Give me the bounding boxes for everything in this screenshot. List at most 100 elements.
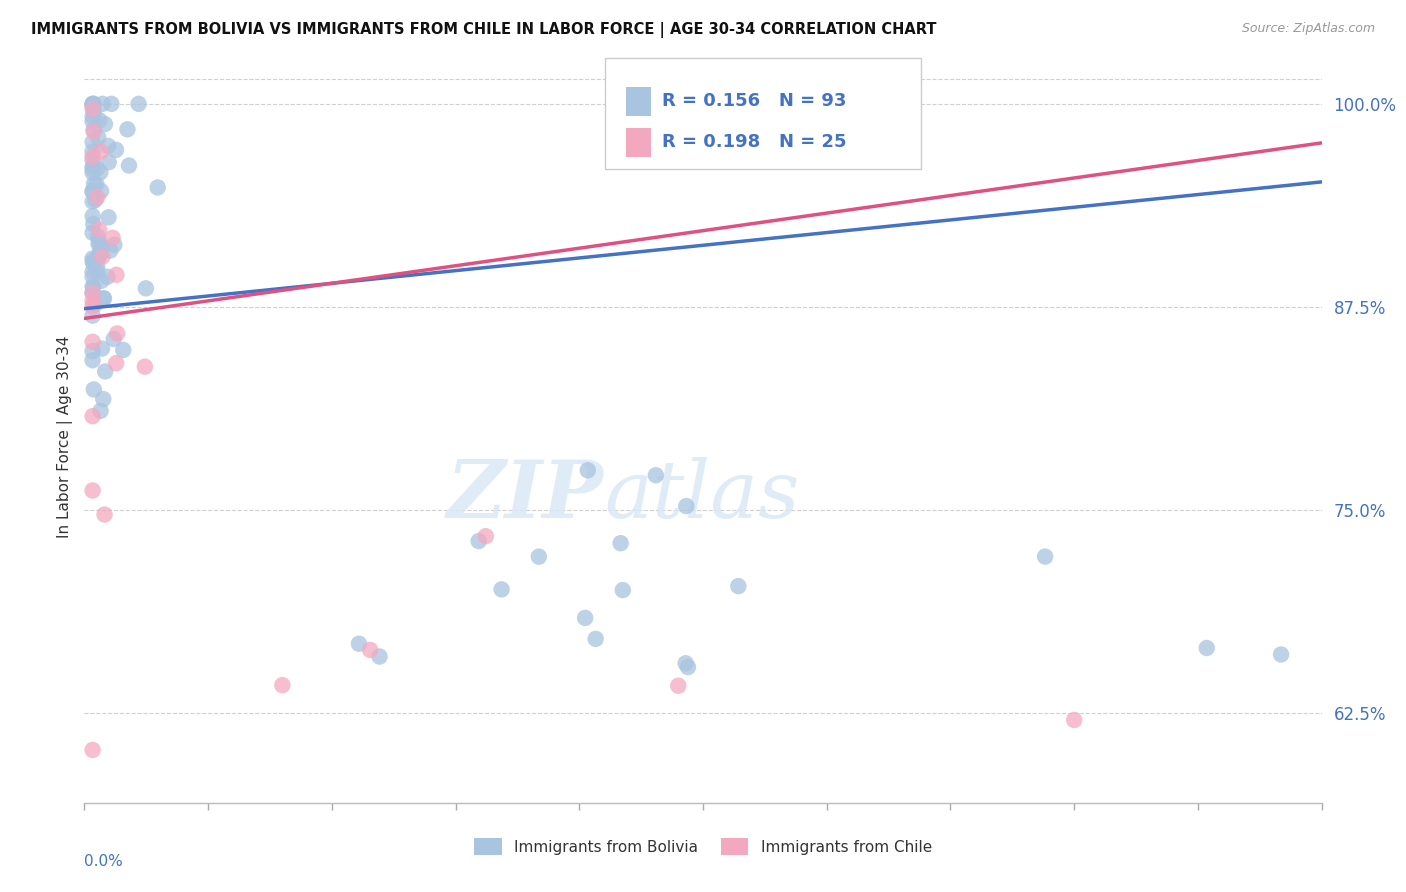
Point [82, 150, 104, 164]
Point [666, 679, 689, 693]
Point [82, 114, 104, 128]
Point [100, 96, 122, 111]
Point [89, 235, 111, 250]
Point [89, 244, 111, 258]
Point [83, 177, 105, 191]
Point [82, 165, 104, 179]
Point [89, 223, 111, 237]
Point [82, 334, 104, 349]
Point [82, 280, 104, 294]
Point [90, 184, 112, 198]
Point [97, 139, 120, 153]
Point [83, 96, 105, 111]
Point [134, 359, 156, 374]
Point [574, 611, 596, 625]
Point [82, 160, 104, 174]
Point [82, 209, 104, 223]
Point [90, 240, 112, 254]
Point [91, 250, 114, 264]
Point [585, 632, 607, 646]
Point [112, 343, 135, 357]
Point [82, 96, 104, 111]
Text: ZIP: ZIP [447, 457, 605, 534]
Point [82, 184, 104, 198]
Point [82, 309, 104, 323]
Point [87, 250, 110, 264]
Text: atlas: atlas [605, 457, 800, 534]
Point [644, 468, 666, 483]
Point [94, 117, 117, 131]
Point [676, 660, 699, 674]
Point [82, 256, 104, 270]
Point [135, 281, 157, 295]
Point [609, 536, 631, 550]
Point [675, 499, 697, 513]
Point [82, 409, 104, 424]
Point [86, 177, 108, 191]
Point [727, 579, 749, 593]
Point [83, 105, 105, 120]
Point [82, 353, 104, 368]
Point [90, 274, 112, 288]
Point [105, 326, 128, 341]
Text: 0.0%: 0.0% [84, 854, 124, 869]
Point [527, 549, 550, 564]
Point [82, 344, 104, 359]
Point [359, 643, 381, 657]
Point [87, 250, 110, 264]
Point [86, 259, 108, 273]
Point [1195, 640, 1218, 655]
Point [467, 534, 489, 549]
Point [82, 269, 104, 284]
Point [82, 279, 104, 293]
Point [87, 237, 110, 252]
Text: IMMIGRANTS FROM BOLIVIA VS IMMIGRANTS FROM CHILE IN LABOR FORCE | AGE 30-34 CORR: IMMIGRANTS FROM BOLIVIA VS IMMIGRANTS FR… [31, 22, 936, 38]
Point [83, 297, 105, 311]
Point [83, 383, 105, 397]
Point [86, 161, 108, 176]
Point [82, 294, 104, 309]
Point [82, 194, 104, 209]
Point [89, 165, 111, 179]
Point [94, 364, 117, 378]
Point [93, 508, 115, 522]
Point [82, 286, 104, 301]
Point [97, 155, 120, 169]
Point [1033, 549, 1056, 564]
Point [93, 291, 115, 305]
Point [82, 226, 104, 240]
Point [82, 98, 104, 112]
Point [82, 135, 104, 149]
Point [97, 211, 120, 225]
Point [82, 217, 104, 231]
Point [82, 102, 104, 116]
Point [101, 231, 124, 245]
Point [90, 145, 112, 159]
Point [82, 98, 104, 112]
Point [347, 637, 370, 651]
Point [91, 342, 114, 356]
Point [89, 113, 111, 128]
Point [83, 124, 105, 138]
Point [82, 252, 104, 266]
Point [91, 392, 114, 406]
Point [103, 237, 125, 252]
Point [146, 180, 169, 194]
Point [675, 657, 697, 671]
Text: R = 0.156   N = 93: R = 0.156 N = 93 [662, 93, 846, 111]
Point [1270, 648, 1292, 662]
Point [86, 190, 108, 204]
Point [117, 122, 139, 136]
Point [118, 159, 141, 173]
Point [612, 583, 634, 598]
Point [105, 268, 128, 282]
Point [1063, 713, 1085, 727]
Point [83, 122, 105, 136]
Point [474, 529, 496, 543]
Y-axis label: In Labor Force | Age 30-34: In Labor Force | Age 30-34 [58, 335, 73, 539]
Point [368, 649, 391, 664]
Text: R = 0.198   N = 25: R = 0.198 N = 25 [662, 134, 846, 152]
Point [82, 299, 104, 313]
Point [84, 193, 107, 207]
Point [82, 96, 104, 111]
